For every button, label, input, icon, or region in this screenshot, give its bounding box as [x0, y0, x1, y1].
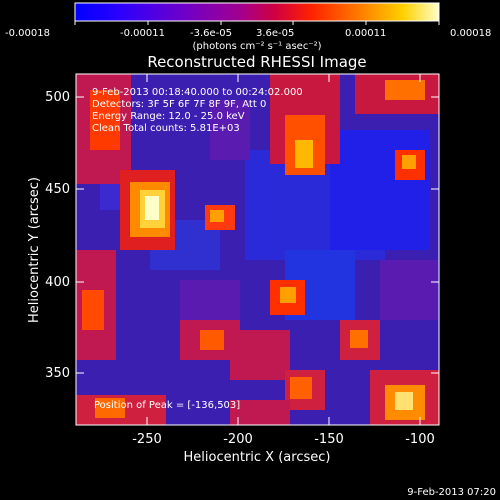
x-tick-label-1: -200 [223, 432, 253, 447]
axis-ticks [76, 74, 439, 425]
colorbar-tick-label-0: -0.00018 [5, 28, 50, 39]
x-tick-label-3: -100 [405, 432, 435, 447]
energy-range-text: Energy Range: 12.0 - 25.0 keV [92, 111, 245, 122]
colorbar-tick-label-2: -3.6e-05 [190, 28, 232, 39]
colorbar-tick-label-5: 0.00018 [450, 28, 491, 39]
plot-title: Reconstructed RHESSI Image [147, 53, 366, 71]
colorbar-ticks [74, 21, 440, 25]
detectors-text: Detectors: 3F 5F 6F 7F 8F 9F, Att 0 [92, 99, 266, 110]
colorbar [74, 2, 440, 22]
y-tick-label-0: 500 [45, 90, 70, 105]
x-tick-label-0: -250 [132, 432, 162, 447]
colorbar-unit-label: (photons cm⁻² s⁻¹ asec⁻²) [192, 41, 321, 52]
peak-position-text: Position of Peak = [-136,503] [94, 400, 240, 411]
time-range-text: 9-Feb-2013 00:18:40.000 to 00:24:02.000 [92, 87, 303, 98]
image-pixels [76, 74, 439, 425]
y-axis-title: Heliocentric Y (arcsec) [27, 177, 42, 323]
clean-counts-text: Clean Total counts: 5.81E+03 [92, 123, 240, 134]
y-tick-label-2: 400 [45, 275, 70, 290]
footer-timestamp: 9-Feb-2013 07:20 [407, 487, 496, 498]
plot-frame [75, 73, 440, 426]
y-tick-label-3: 350 [45, 366, 70, 381]
y-tick-label-1: 450 [45, 182, 70, 197]
colorbar-tick-label-3: 3.6e-05 [256, 28, 294, 39]
x-axis-title: Heliocentric X (arcsec) [184, 450, 331, 465]
x-tick-label-2: -150 [314, 432, 344, 447]
colorbar-tick-label-1: -0.00011 [120, 28, 165, 39]
colorbar-tick-label-4: 0.00011 [345, 28, 386, 39]
